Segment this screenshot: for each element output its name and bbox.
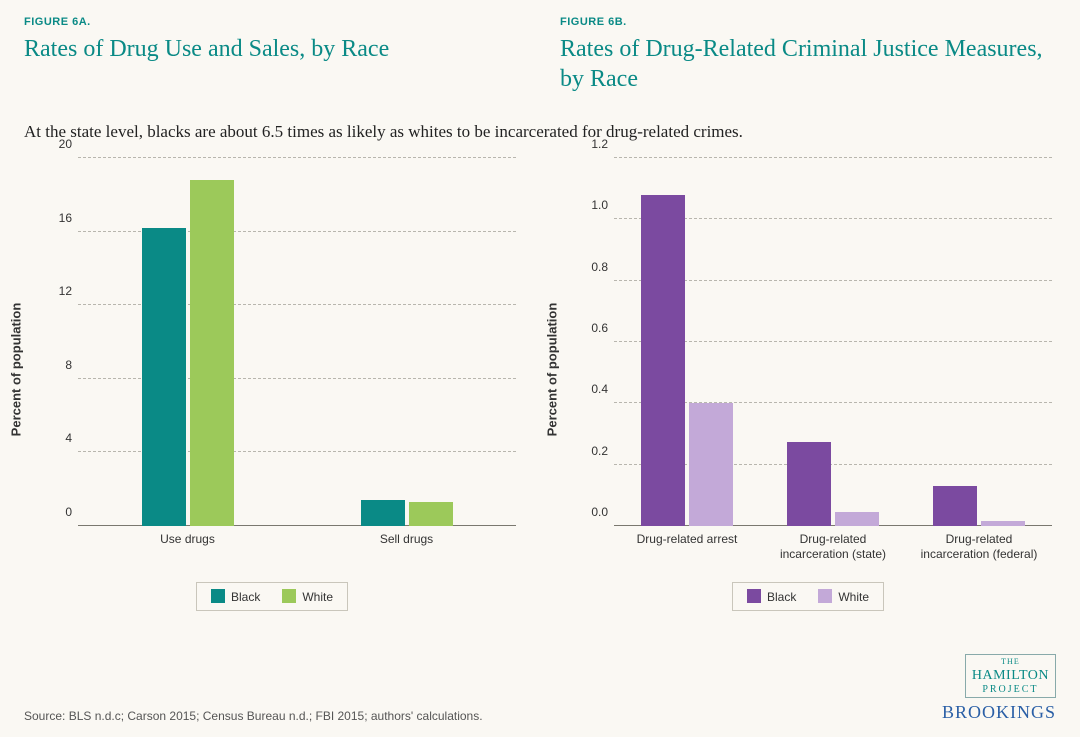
figA-title: Rates of Drug Use and Sales, by Race xyxy=(24,34,520,64)
legend-label: Black xyxy=(231,590,260,604)
figB-chart: Percent of population 0.00.20.40.60.81.0… xyxy=(560,152,1056,572)
figB-label: FIGURE 6B. xyxy=(560,16,1056,28)
x-label: Drug-relatedincarceration (federal) xyxy=(906,526,1052,562)
titles-row: FIGURE 6A. Rates of Drug Use and Sales, … xyxy=(24,16,1056,94)
legend-label: Black xyxy=(767,590,796,604)
figA-plot: 048121620Use drugsSell drugs xyxy=(78,158,516,526)
logo-hamilton: HAMILTON xyxy=(972,668,1049,683)
legend-swatch xyxy=(747,589,761,603)
bar xyxy=(787,442,831,526)
y-tick: 0.8 xyxy=(578,260,608,274)
y-tick: 20 xyxy=(42,137,72,151)
bar-groups: Drug-related arrestDrug-relatedincarcera… xyxy=(614,158,1052,526)
figA-y-label: Percent of population xyxy=(9,303,24,437)
y-tick: 16 xyxy=(42,211,72,225)
subtitle: At the state level, blacks are about 6.5… xyxy=(24,122,1056,142)
bar xyxy=(190,180,234,526)
figB-plot: 0.00.20.40.60.81.01.2Drug-related arrest… xyxy=(614,158,1052,526)
footer: Source: BLS n.d.c; Carson 2015; Census B… xyxy=(24,654,1056,723)
hamilton-project-logo: THE HAMILTON PROJECT xyxy=(965,654,1056,698)
charts-row: Percent of population 048121620Use drugs… xyxy=(24,152,1056,611)
y-tick: 0 xyxy=(42,505,72,519)
figA-legend: Black White xyxy=(196,582,348,611)
source-line: Source: BLS n.d.c; Carson 2015; Census B… xyxy=(24,709,483,723)
x-label: Drug-relatedincarceration (state) xyxy=(760,526,906,562)
brookings-logo: BROOKINGS xyxy=(942,702,1056,723)
figA-panel: Percent of population 048121620Use drugs… xyxy=(24,152,520,611)
figB-y-label: Percent of population xyxy=(545,303,560,437)
bar-group: Drug-relatedincarceration (federal) xyxy=(906,158,1052,526)
bar-group: Drug-related arrest xyxy=(614,158,760,526)
figA-chart: Percent of population 048121620Use drugs… xyxy=(24,152,520,572)
y-tick: 1.2 xyxy=(578,137,608,151)
legend-swatch xyxy=(818,589,832,603)
figB-panel: Percent of population 0.00.20.40.60.81.0… xyxy=(560,152,1056,611)
x-label: Sell drugs xyxy=(297,526,516,547)
bar-group: Sell drugs xyxy=(297,158,516,526)
legend-swatch xyxy=(282,589,296,603)
legend-label: White xyxy=(838,590,869,604)
y-tick: 0.4 xyxy=(578,382,608,396)
y-tick: 4 xyxy=(42,431,72,445)
y-tick: 12 xyxy=(42,284,72,298)
legend-item: Black xyxy=(747,589,796,604)
bar xyxy=(361,500,405,526)
y-tick: 1.0 xyxy=(578,198,608,212)
bar xyxy=(142,228,186,526)
y-tick: 0.2 xyxy=(578,444,608,458)
bars xyxy=(760,158,906,526)
figA-label: FIGURE 6A. xyxy=(24,16,520,28)
logo-project: PROJECT xyxy=(972,684,1049,695)
y-tick: 0.0 xyxy=(578,505,608,519)
bar xyxy=(933,486,977,526)
legend-item: Black xyxy=(211,589,260,604)
bar-group: Use drugs xyxy=(78,158,297,526)
logo-block: THE HAMILTON PROJECT BROOKINGS xyxy=(942,654,1056,723)
figB-title: Rates of Drug-Related Criminal Justice M… xyxy=(560,34,1056,94)
legend-swatch xyxy=(211,589,225,603)
legend-item: White xyxy=(282,589,333,604)
logo-the: THE xyxy=(972,657,1049,666)
figB-title-block: FIGURE 6B. Rates of Drug-Related Crimina… xyxy=(560,16,1056,94)
legend-item: White xyxy=(818,589,869,604)
bar-group: Drug-relatedincarceration (state) xyxy=(760,158,906,526)
figB-legend: Black White xyxy=(732,582,884,611)
legend-label: White xyxy=(302,590,333,604)
bar xyxy=(689,403,733,526)
bars xyxy=(78,158,297,526)
y-tick: 0.6 xyxy=(578,321,608,335)
bars xyxy=(297,158,516,526)
x-label: Drug-related arrest xyxy=(614,526,760,547)
x-label: Use drugs xyxy=(78,526,297,547)
bars xyxy=(906,158,1052,526)
y-tick: 8 xyxy=(42,358,72,372)
figA-title-block: FIGURE 6A. Rates of Drug Use and Sales, … xyxy=(24,16,520,94)
bar xyxy=(835,512,879,526)
bar xyxy=(641,195,685,526)
bar-groups: Use drugsSell drugs xyxy=(78,158,516,526)
bar xyxy=(409,502,453,526)
bars xyxy=(614,158,760,526)
